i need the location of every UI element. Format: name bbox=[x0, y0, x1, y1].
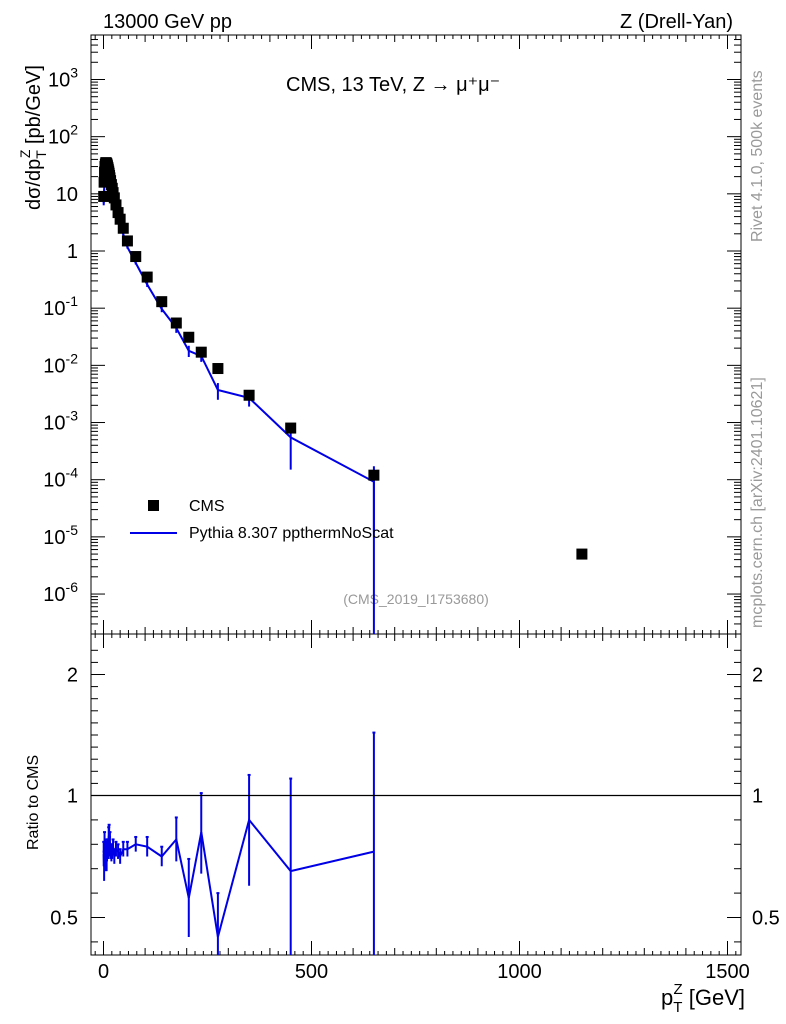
cms-data-point bbox=[212, 363, 224, 375]
cms-data-point bbox=[108, 192, 120, 204]
cms-data-point bbox=[98, 176, 110, 188]
legend-mc-label: Pythia 8.307 ppthermNoScat bbox=[189, 525, 394, 542]
cms-data-point bbox=[114, 213, 126, 225]
x-axis-label: pTZ [GeV] bbox=[661, 981, 745, 1016]
ratio-series bbox=[102, 731, 376, 955]
header-left: 13000 GeV pp bbox=[103, 11, 232, 33]
y-tick-label: 10-6 bbox=[43, 579, 78, 606]
x-tick-label: 1500 bbox=[705, 961, 750, 983]
main-y-ticks bbox=[91, 34, 741, 635]
header-right: Z (Drell-Yan) bbox=[620, 11, 733, 33]
ratio-panel-frame bbox=[90, 633, 742, 956]
analysis-watermark: (CMS_2019_I1753680) bbox=[343, 591, 489, 607]
cms-data-point bbox=[156, 296, 168, 308]
y-tick-label: 10-3 bbox=[43, 408, 78, 435]
y-tick-label: 10-5 bbox=[43, 522, 78, 549]
x-tick-label: 0 bbox=[98, 961, 109, 983]
x-tick-label: 500 bbox=[295, 961, 328, 983]
ratio-tick-label: 0.5 bbox=[50, 908, 78, 930]
mc-line bbox=[102, 167, 375, 634]
cms-data-point bbox=[121, 235, 133, 247]
legend-cms-marker bbox=[148, 500, 159, 511]
cms-data-point bbox=[243, 389, 255, 401]
x-ticks: 0 500 1000 1500 bbox=[94, 35, 750, 983]
ratio-y-axis-label: Ratio to CMS bbox=[25, 755, 42, 850]
main-y-axis-label: dσ/dpTZ [pb/GeV] bbox=[17, 65, 49, 210]
ratio-tick-label-right: 0.5 bbox=[752, 908, 780, 930]
mcplots-label: mcplots.cern.ch [arXiv:2401.10621] bbox=[749, 377, 766, 628]
cms-data-point bbox=[195, 346, 207, 358]
y-tick-label: 102 bbox=[48, 122, 78, 149]
cms-data-point bbox=[117, 222, 129, 234]
y-tick-label: 103 bbox=[48, 64, 78, 91]
main-y-tick-labels: 10-6 10-5 10-4 10-3 10-2 10-1 1 10 102 103 bbox=[43, 64, 78, 606]
cms-data-point bbox=[130, 251, 142, 263]
main-title: CMS, 13 TeV, Z → μ⁺μ⁻ bbox=[286, 74, 500, 96]
y-tick-label: 1 bbox=[67, 241, 78, 263]
cms-data-point bbox=[98, 190, 110, 202]
cms-data-point bbox=[141, 271, 153, 283]
y-tick-label: 10-4 bbox=[43, 465, 78, 492]
cms-data-point bbox=[183, 331, 195, 343]
ratio-line bbox=[102, 817, 375, 938]
cms-data-point bbox=[576, 548, 588, 560]
ratio-tick-label: 1 bbox=[67, 786, 78, 808]
y-tick-label: 10-2 bbox=[43, 350, 78, 377]
cms-data-point bbox=[368, 469, 380, 481]
ratio-tick-label-right: 2 bbox=[752, 665, 763, 687]
ratio-y-ticks: 0.5 0.5 1 1 2 2 bbox=[50, 649, 780, 943]
x-tick-label: 1000 bbox=[497, 961, 542, 983]
ratio-tick-label: 2 bbox=[67, 665, 78, 687]
legend: CMS Pythia 8.307 ppthermNoScat bbox=[130, 498, 394, 542]
rivet-label: Rivet 4.1.0, 500k events bbox=[749, 70, 766, 242]
y-tick-label: 10 bbox=[56, 184, 78, 206]
legend-cms-label: CMS bbox=[189, 498, 225, 515]
cms-data-point bbox=[112, 207, 124, 219]
mc-main-series bbox=[102, 167, 375, 634]
y-tick-label: 10-1 bbox=[43, 293, 78, 320]
cms-data-point bbox=[285, 422, 297, 434]
cms-data-series bbox=[98, 157, 588, 560]
cms-data-point bbox=[110, 199, 122, 211]
ratio-tick-label-right: 1 bbox=[752, 786, 763, 808]
cms-data-point bbox=[170, 317, 182, 329]
